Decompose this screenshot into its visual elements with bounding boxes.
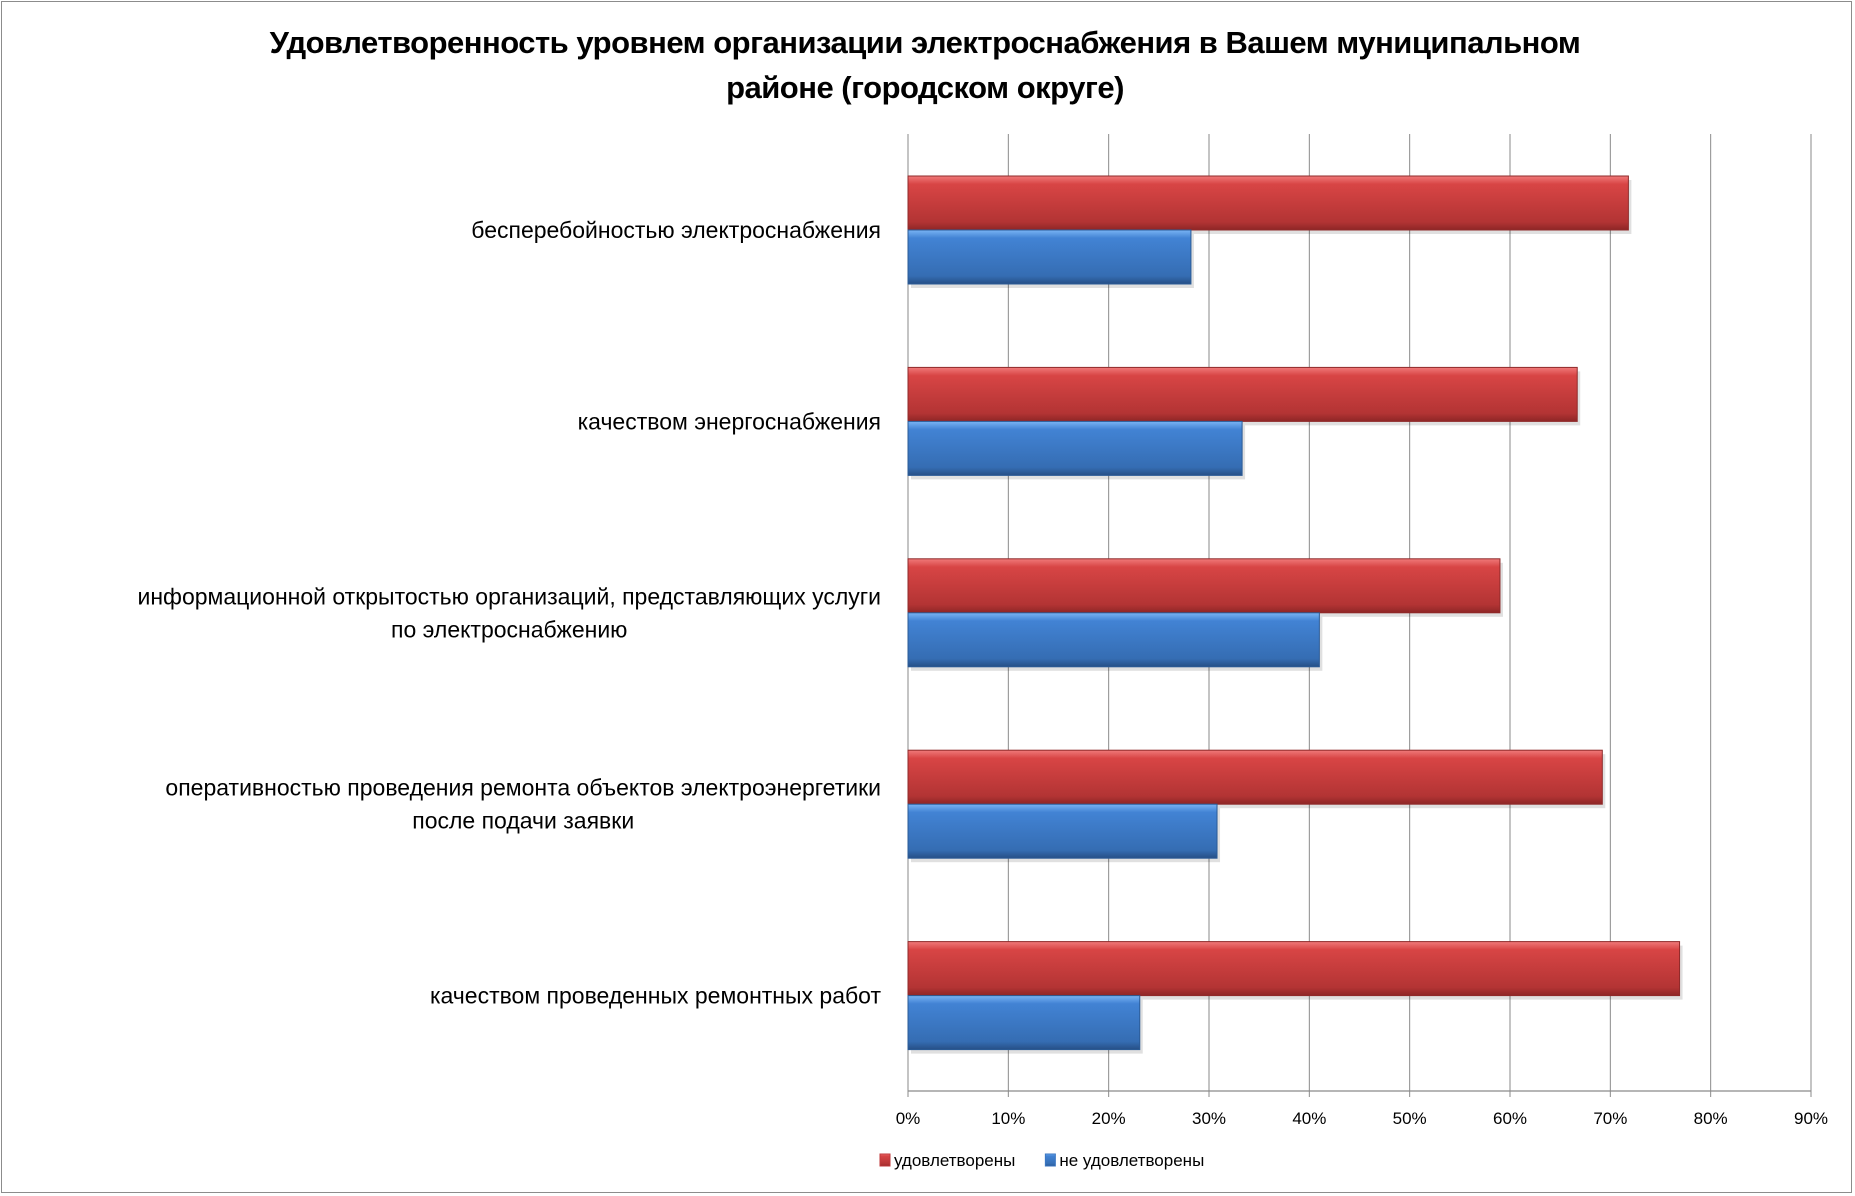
- bar-satisfied: [907, 366, 1578, 422]
- category-label: информационной открытостью организаций, …: [137, 583, 881, 609]
- bar-satisfied: [907, 941, 1681, 997]
- chart-title-line: Удовлетворенность уровнем организации эл…: [269, 25, 1581, 60]
- category-label: бесперебойностью электроснабжения: [471, 217, 881, 243]
- bar-not-satisfied: [907, 229, 1192, 285]
- x-tick-label: 70%: [1593, 1109, 1627, 1128]
- category-label: по электроснабжению: [391, 616, 627, 642]
- category-label: после подачи заявки: [412, 808, 634, 834]
- x-tick-label: 40%: [1292, 1109, 1326, 1128]
- bar-satisfied: [907, 749, 1603, 805]
- legend-swatch-not-satisfied: [1044, 1153, 1056, 1167]
- bar-not-satisfied: [907, 803, 1218, 859]
- legend-label: удовлетворены: [894, 1151, 1015, 1170]
- legend-label: не удовлетворены: [1059, 1151, 1204, 1170]
- x-tick-label: 20%: [1092, 1109, 1126, 1128]
- category-label: качеством энергоснабжения: [578, 408, 881, 434]
- bar-satisfied: [907, 558, 1501, 614]
- x-tick-label: 10%: [991, 1109, 1025, 1128]
- bar-not-satisfied: [907, 612, 1320, 668]
- x-tick-label: 50%: [1393, 1109, 1427, 1128]
- x-tick-label: 60%: [1493, 1109, 1527, 1128]
- bar-not-satisfied: [907, 995, 1141, 1051]
- x-tick-label: 80%: [1694, 1109, 1728, 1128]
- bar-satisfied: [907, 175, 1629, 231]
- category-label: качеством проведенных ремонтных работ: [430, 983, 882, 1009]
- category-label: оперативностью проведения ремонта объект…: [165, 775, 881, 801]
- x-tick-label: 30%: [1192, 1109, 1226, 1128]
- legend-swatch-satisfied: [879, 1153, 891, 1167]
- chart-title-line: районе (городском округе): [726, 70, 1124, 105]
- x-tick-label: 90%: [1794, 1109, 1828, 1128]
- chart-title: Удовлетворенность уровнем организации эл…: [150, 20, 1700, 110]
- bar-not-satisfied: [907, 420, 1243, 476]
- x-tick-label: 0%: [896, 1109, 921, 1128]
